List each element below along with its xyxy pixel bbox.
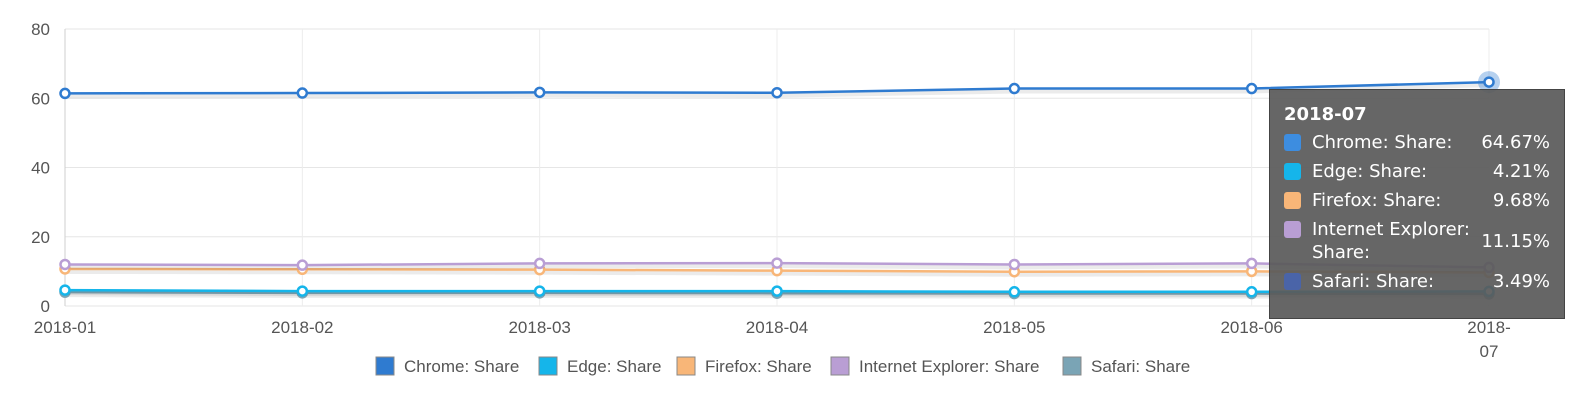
legend: Chrome: Share Edge: Share Firefox: Share In… xyxy=(375,356,1190,376)
data-point[interactable] xyxy=(296,285,309,297)
tooltip-row: Safari: Share: 3.49% xyxy=(1284,270,1550,293)
data-point[interactable] xyxy=(533,285,546,297)
tooltip-label: Safari: Share: xyxy=(1312,271,1435,292)
hover-tooltip: 2018-07 Chrome: Share: 64.67% Edge: Share:… xyxy=(1269,89,1565,319)
data-point[interactable] xyxy=(771,86,783,99)
tooltip-value: 4.21% xyxy=(1492,161,1550,182)
data-point[interactable] xyxy=(1483,76,1495,88)
tooltip-row: Chrome: Share: 64.67% xyxy=(1284,131,1550,154)
data-point[interactable] xyxy=(1245,286,1258,298)
tooltip-title: 2018-07 xyxy=(1284,104,1367,125)
legend-swatch[interactable] xyxy=(375,356,395,376)
x-tick-label: 07 xyxy=(1480,342,1499,361)
x-tick-label: 2018- xyxy=(1467,318,1510,337)
legend-label[interactable]: Edge: Share xyxy=(567,357,662,376)
tooltip-swatch xyxy=(1284,192,1301,209)
tooltip-swatch xyxy=(1284,221,1301,238)
tooltip-label: Firefox: Share: xyxy=(1312,190,1442,211)
tooltip-label: Edge: Share: xyxy=(1312,161,1428,182)
tooltip-swatch xyxy=(1284,273,1301,290)
data-point[interactable] xyxy=(1245,82,1258,95)
x-axis: 2018-01 2018-02 2018-03 2018-04 2018-05 2018-… xyxy=(34,318,1511,361)
tooltip-rows: Chrome: Share: 64.67% Edge: Share: 4.21% Fir… xyxy=(1284,131,1550,293)
legend-swatch[interactable] xyxy=(538,356,558,376)
data-point[interactable] xyxy=(1245,257,1258,270)
tooltip-row: Internet Explorer: Share: 11.15% xyxy=(1284,218,1550,264)
x-tick-label: 2018-06 xyxy=(1220,318,1282,337)
data-point[interactable] xyxy=(59,284,71,296)
tooltip-row: Firefox: Share: 9.68% xyxy=(1284,189,1550,212)
data-point[interactable] xyxy=(771,285,783,297)
data-point[interactable] xyxy=(296,259,309,271)
y-axis: 0 20 40 60 80 xyxy=(31,20,66,316)
tooltip-label: Chrome: Share: xyxy=(1312,132,1453,153)
x-tick-label: 2018-01 xyxy=(34,318,96,337)
data-point[interactable] xyxy=(771,257,783,269)
tooltip-row: Edge: Share: 4.21% xyxy=(1284,160,1550,183)
data-point[interactable] xyxy=(1008,286,1021,298)
y-tick-label: 60 xyxy=(31,89,50,108)
legend-swatch[interactable] xyxy=(676,356,696,376)
x-tick-label: 2018-03 xyxy=(508,318,570,337)
x-tick-label: 2018-02 xyxy=(271,318,333,337)
y-tick-label: 20 xyxy=(31,228,50,247)
tooltip-value: 3.49% xyxy=(1492,271,1550,292)
y-tick-label: 0 xyxy=(41,297,50,316)
tooltip-swatch xyxy=(1284,163,1301,180)
x-tick-label: 2018-04 xyxy=(746,318,808,337)
tooltip-label: Internet Explorer: Share: xyxy=(1312,219,1470,263)
tooltip-swatch xyxy=(1284,134,1301,151)
legend-swatch[interactable] xyxy=(830,356,850,376)
x-tick-label: 2018-05 xyxy=(983,318,1045,337)
y-tick-label: 40 xyxy=(31,159,50,178)
y-tick-label: 80 xyxy=(31,20,50,39)
tooltip-value: 9.68% xyxy=(1492,190,1550,211)
data-point[interactable] xyxy=(59,87,71,100)
legend-label[interactable]: Firefox: Share xyxy=(705,357,812,376)
tooltip-value: 11.15% xyxy=(1481,230,1550,252)
tooltip-value: 64.67% xyxy=(1481,132,1550,153)
legend-label[interactable]: Internet Explorer: Share xyxy=(859,357,1039,376)
data-point[interactable] xyxy=(59,258,71,271)
legend-label[interactable]: Safari: Share xyxy=(1091,357,1190,376)
data-point[interactable] xyxy=(1008,258,1021,271)
data-point[interactable] xyxy=(533,86,546,99)
data-point[interactable] xyxy=(533,257,546,270)
legend-label[interactable]: Chrome: Share xyxy=(404,357,519,376)
data-point[interactable] xyxy=(296,87,309,99)
data-point[interactable] xyxy=(1008,82,1021,95)
legend-swatch[interactable] xyxy=(1062,356,1082,376)
